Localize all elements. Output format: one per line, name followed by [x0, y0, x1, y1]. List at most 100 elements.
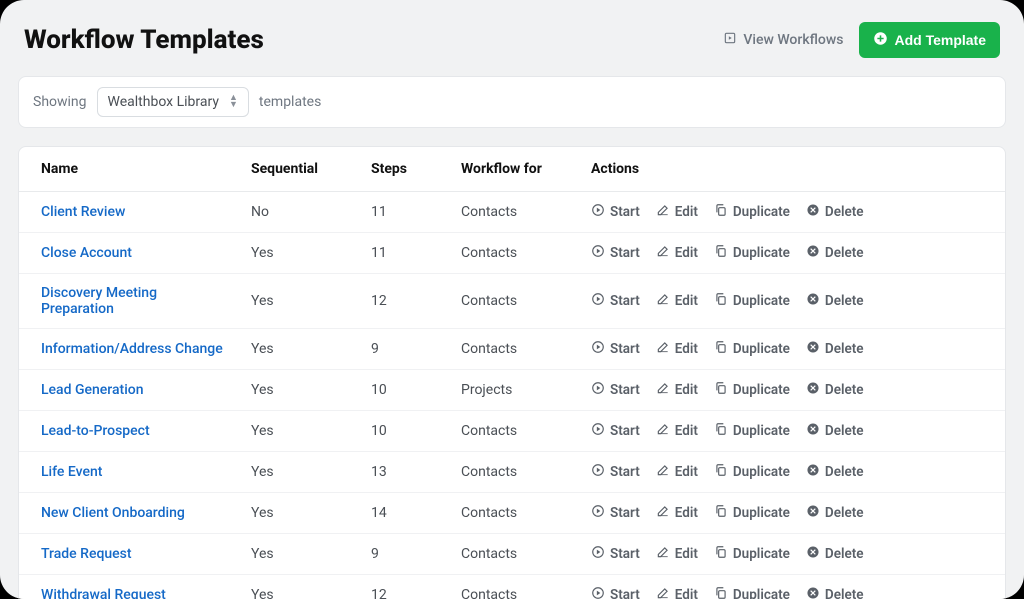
- duplicate-action[interactable]: Duplicate: [714, 381, 790, 399]
- duplicate-action[interactable]: Duplicate: [714, 422, 790, 440]
- cell-steps: 13: [359, 452, 449, 493]
- close-circle-icon: [806, 203, 820, 221]
- cell-steps: 11: [359, 192, 449, 233]
- start-action[interactable]: Start: [591, 203, 640, 221]
- duplicate-action[interactable]: Duplicate: [714, 340, 790, 358]
- duplicate-label: Duplicate: [733, 464, 790, 480]
- cell-steps: 10: [359, 370, 449, 411]
- delete-action[interactable]: Delete: [806, 244, 864, 262]
- play-circle-icon: [591, 504, 605, 522]
- start-action[interactable]: Start: [591, 463, 640, 481]
- delete-action[interactable]: Delete: [806, 422, 864, 440]
- template-name-link[interactable]: Information/Address Change: [41, 341, 223, 357]
- view-workflows-link[interactable]: View Workflows: [723, 31, 843, 49]
- delete-action[interactable]: Delete: [806, 545, 864, 563]
- template-name-link[interactable]: Lead Generation: [41, 382, 144, 398]
- table-row: Trade RequestYes9ContactsStartEditDuplic…: [19, 534, 1005, 575]
- close-circle-icon: [806, 292, 820, 310]
- edit-label: Edit: [675, 505, 698, 521]
- play-circle-icon: [591, 586, 605, 599]
- delete-action[interactable]: Delete: [806, 340, 864, 358]
- copy-icon: [714, 340, 728, 358]
- start-label: Start: [610, 423, 640, 439]
- start-action[interactable]: Start: [591, 422, 640, 440]
- row-actions: Start Edit Duplicate Delete: [591, 340, 993, 358]
- delete-label: Delete: [825, 204, 864, 220]
- cell-steps: 11: [359, 233, 449, 274]
- duplicate-action[interactable]: Duplicate: [714, 292, 790, 310]
- play-circle-icon: [591, 381, 605, 399]
- play-circle-icon: [591, 340, 605, 358]
- delete-label: Delete: [825, 245, 864, 261]
- delete-label: Delete: [825, 293, 864, 309]
- template-name-link[interactable]: Withdrawal Request: [41, 587, 166, 599]
- delete-label: Delete: [825, 423, 864, 439]
- duplicate-action[interactable]: Duplicate: [714, 203, 790, 221]
- duplicate-action[interactable]: Duplicate: [714, 586, 790, 599]
- cell-steps: 14: [359, 493, 449, 534]
- edit-action[interactable]: Edit: [656, 463, 698, 481]
- delete-label: Delete: [825, 505, 864, 521]
- start-label: Start: [610, 382, 640, 398]
- cell-sequential: Yes: [239, 493, 359, 534]
- delete-label: Delete: [825, 546, 864, 562]
- delete-action[interactable]: Delete: [806, 203, 864, 221]
- copy-icon: [714, 504, 728, 522]
- edit-icon: [656, 504, 670, 522]
- edit-icon: [656, 292, 670, 310]
- cell-workflow-for: Contacts: [449, 233, 579, 274]
- start-action[interactable]: Start: [591, 340, 640, 358]
- duplicate-action[interactable]: Duplicate: [714, 244, 790, 262]
- template-name-link[interactable]: Lead-to-Prospect: [41, 423, 150, 439]
- edit-icon: [656, 586, 670, 599]
- edit-action[interactable]: Edit: [656, 586, 698, 599]
- copy-icon: [714, 586, 728, 599]
- cell-sequential: Yes: [239, 329, 359, 370]
- start-action[interactable]: Start: [591, 586, 640, 599]
- col-workflow-for: Workflow for: [449, 147, 579, 192]
- edit-action[interactable]: Edit: [656, 244, 698, 262]
- edit-action[interactable]: Edit: [656, 203, 698, 221]
- close-circle-icon: [806, 463, 820, 481]
- edit-action[interactable]: Edit: [656, 340, 698, 358]
- edit-action[interactable]: Edit: [656, 545, 698, 563]
- delete-label: Delete: [825, 587, 864, 599]
- template-name-link[interactable]: Trade Request: [41, 546, 132, 562]
- row-actions: Start Edit Duplicate Delete: [591, 203, 993, 221]
- duplicate-action[interactable]: Duplicate: [714, 463, 790, 481]
- template-name-link[interactable]: New Client Onboarding: [41, 505, 185, 521]
- duplicate-action[interactable]: Duplicate: [714, 504, 790, 522]
- template-name-link[interactable]: Discovery Meeting Preparation: [41, 285, 157, 317]
- duplicate-action[interactable]: Duplicate: [714, 545, 790, 563]
- table-row: Lead-to-ProspectYes10ContactsStartEditDu…: [19, 411, 1005, 452]
- edit-action[interactable]: Edit: [656, 504, 698, 522]
- template-name-link[interactable]: Life Event: [41, 464, 102, 480]
- start-action[interactable]: Start: [591, 292, 640, 310]
- delete-action[interactable]: Delete: [806, 292, 864, 310]
- start-action[interactable]: Start: [591, 381, 640, 399]
- template-name-link[interactable]: Client Review: [41, 204, 125, 220]
- start-label: Start: [610, 293, 640, 309]
- edit-action[interactable]: Edit: [656, 422, 698, 440]
- delete-action[interactable]: Delete: [806, 381, 864, 399]
- template-name-link[interactable]: Close Account: [41, 245, 132, 261]
- table-row: Withdrawal RequestYes12ContactsStartEdit…: [19, 575, 1005, 599]
- delete-action[interactable]: Delete: [806, 504, 864, 522]
- delete-action[interactable]: Delete: [806, 586, 864, 599]
- start-action[interactable]: Start: [591, 504, 640, 522]
- library-select[interactable]: Wealthbox Library ▲▼: [97, 87, 249, 117]
- cell-workflow-for: Contacts: [449, 493, 579, 534]
- edit-label: Edit: [675, 546, 698, 562]
- row-actions: Start Edit Duplicate Delete: [591, 545, 993, 563]
- table-row: Information/Address ChangeYes9ContactsSt…: [19, 329, 1005, 370]
- edit-action[interactable]: Edit: [656, 381, 698, 399]
- edit-action[interactable]: Edit: [656, 292, 698, 310]
- add-template-button[interactable]: Add Template: [859, 22, 1000, 58]
- cell-sequential: No: [239, 192, 359, 233]
- duplicate-label: Duplicate: [733, 423, 790, 439]
- duplicate-label: Duplicate: [733, 341, 790, 357]
- start-action[interactable]: Start: [591, 545, 640, 563]
- delete-action[interactable]: Delete: [806, 463, 864, 481]
- edit-label: Edit: [675, 204, 698, 220]
- start-action[interactable]: Start: [591, 244, 640, 262]
